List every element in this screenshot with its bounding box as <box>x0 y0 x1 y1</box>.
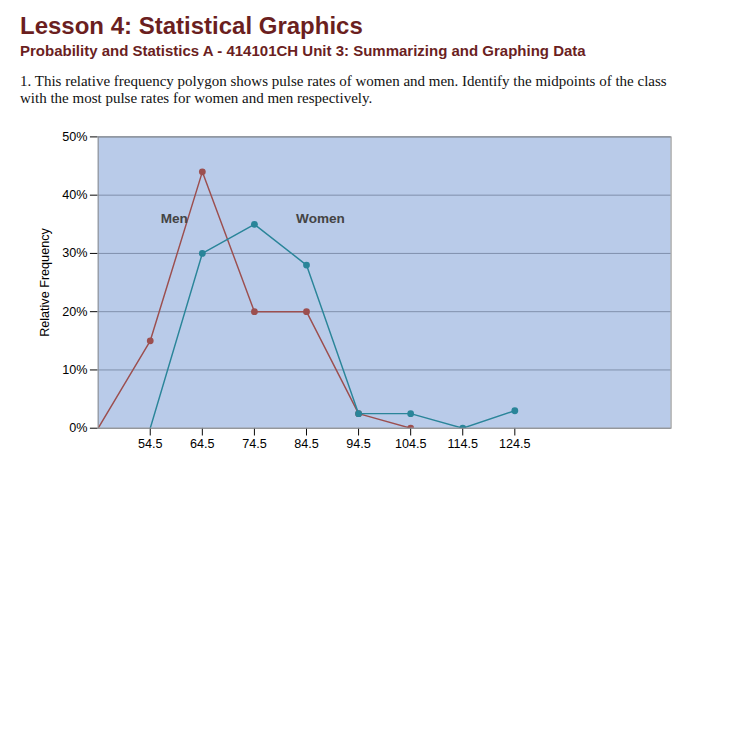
svg-text:Relative Frequency: Relative Frequency <box>38 228 52 337</box>
svg-text:Men: Men <box>161 211 188 226</box>
svg-text:94.5: 94.5 <box>346 437 371 451</box>
svg-text:124.5: 124.5 <box>499 437 531 451</box>
svg-text:84.5: 84.5 <box>294 437 319 451</box>
svg-text:64.5: 64.5 <box>190 437 215 451</box>
svg-text:40%: 40% <box>62 188 87 202</box>
svg-text:104.5: 104.5 <box>395 437 427 451</box>
html-text:Probability and Statistics A -: Probability and Statistics A - 414101CH … <box>20 42 586 59</box>
svg-text:Women: Women <box>296 211 345 226</box>
svg-text:10%: 10% <box>62 363 87 377</box>
svg-text:20%: 20% <box>62 305 87 319</box>
svg-text:54.5: 54.5 <box>138 437 163 451</box>
svg-text:114.5: 114.5 <box>447 437 478 451</box>
svg-text:30%: 30% <box>62 246 87 260</box>
svg-text:74.5: 74.5 <box>242 437 267 451</box>
html-text:Lesson 4: Statistical Graphics: Lesson 4: Statistical Graphics <box>20 12 363 39</box>
html-text:1. This relative frequency pol: 1. This relative frequency polygon shows… <box>20 73 667 106</box>
svg-text:0%: 0% <box>69 421 87 435</box>
svg-text:50%: 50% <box>62 130 87 144</box>
